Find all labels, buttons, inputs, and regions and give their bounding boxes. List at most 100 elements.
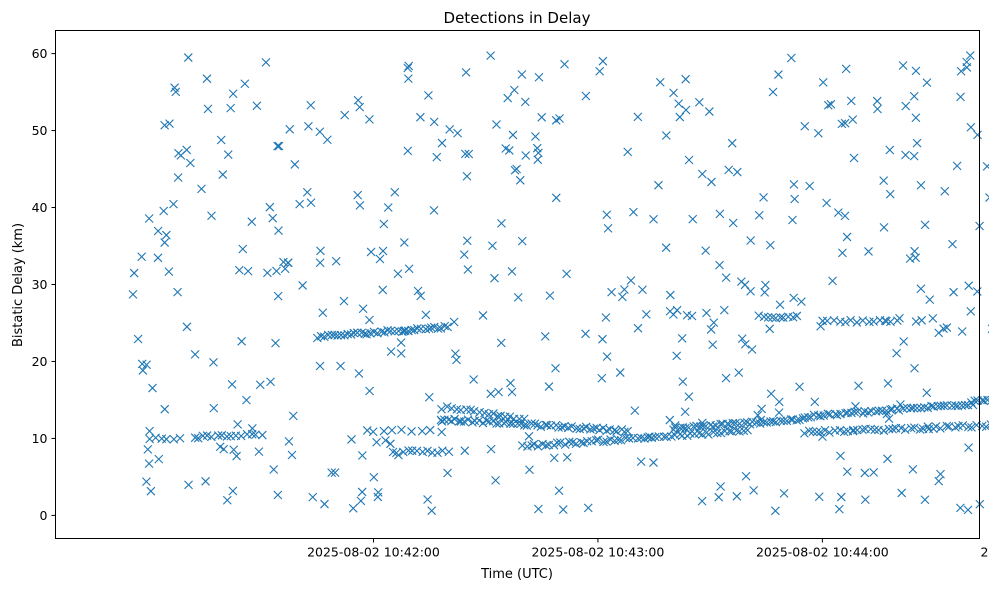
data-point	[488, 409, 498, 418]
data-point	[814, 128, 823, 138]
data-point	[407, 427, 416, 436]
data-point	[963, 422, 973, 432]
data-point	[460, 149, 470, 159]
data-point	[148, 383, 157, 393]
data-point	[424, 91, 433, 100]
data-point	[623, 426, 633, 436]
data-point	[880, 316, 890, 325]
data-point	[562, 269, 571, 279]
data-point	[916, 284, 926, 294]
data-point	[393, 269, 403, 279]
data-point	[456, 417, 466, 426]
data-point	[162, 434, 171, 444]
data-point	[215, 442, 225, 452]
data-point	[792, 415, 802, 425]
data-point	[909, 151, 919, 161]
data-point	[818, 316, 828, 326]
data-point	[765, 324, 775, 334]
data-point	[894, 406, 904, 415]
data-point	[633, 434, 643, 443]
data-point	[602, 426, 612, 436]
data-point	[951, 401, 960, 410]
data-point	[173, 173, 183, 182]
data-point	[233, 419, 243, 429]
data-point	[209, 357, 218, 367]
data-point	[597, 373, 607, 383]
data-point	[184, 480, 193, 490]
data-point	[417, 426, 427, 436]
data-point	[353, 190, 363, 200]
data-point	[540, 332, 550, 341]
data-point	[886, 317, 895, 327]
data-point	[692, 421, 701, 431]
data-point	[808, 427, 818, 436]
data-point	[533, 441, 543, 451]
x-tick-label: 2025-08-02 10:42:00	[307, 545, 440, 560]
data-point	[776, 313, 785, 322]
data-point	[316, 331, 326, 341]
data-point	[513, 292, 523, 302]
data-point	[828, 276, 837, 286]
data-point	[352, 328, 362, 338]
data-markers	[128, 51, 989, 516]
data-point	[964, 281, 974, 291]
data-point	[443, 468, 452, 478]
data-point	[290, 160, 300, 169]
data-point	[533, 155, 543, 165]
data-point	[182, 145, 192, 155]
data-point	[621, 433, 631, 443]
data-point	[390, 187, 400, 197]
data-point	[207, 211, 216, 221]
data-point	[962, 63, 972, 72]
data-point	[396, 338, 406, 347]
data-point	[719, 305, 729, 315]
data-point	[469, 375, 479, 384]
data-point	[444, 447, 454, 457]
data-point	[478, 311, 488, 320]
data-point	[931, 422, 941, 431]
data-point	[818, 78, 828, 87]
data-point	[822, 198, 831, 208]
data-point	[623, 147, 633, 157]
data-point	[681, 74, 691, 84]
data-point	[283, 258, 293, 268]
data-point	[874, 406, 884, 416]
data-point	[358, 304, 368, 314]
data-point	[491, 475, 500, 485]
data-point	[541, 441, 551, 450]
data-point	[541, 420, 551, 430]
data-point	[323, 330, 333, 340]
data-point	[869, 468, 879, 477]
data-point	[567, 422, 577, 431]
data-point	[433, 324, 443, 334]
x-tick-label: 2025-08-02 10:44:00	[756, 545, 889, 560]
data-point	[684, 392, 694, 402]
data-point	[486, 444, 496, 454]
data-point	[169, 199, 178, 209]
data-point	[357, 328, 367, 338]
data-point	[524, 431, 534, 441]
data-point	[779, 416, 788, 426]
data-point	[798, 413, 808, 423]
data-point	[743, 425, 752, 435]
data-point	[252, 101, 262, 111]
data-point	[636, 433, 646, 443]
data-point	[636, 457, 646, 466]
data-point	[243, 266, 253, 276]
data-point	[424, 324, 434, 334]
data-point	[519, 414, 529, 424]
data-point	[412, 324, 422, 333]
data-point	[486, 389, 496, 399]
data-point	[183, 53, 193, 62]
data-point	[846, 96, 856, 106]
data-point	[607, 287, 616, 297]
data-point	[697, 169, 707, 179]
data-point	[530, 419, 540, 429]
data-point	[378, 285, 388, 295]
data-point	[716, 419, 726, 429]
data-point	[795, 382, 804, 392]
data-point	[202, 74, 212, 84]
data-point	[908, 464, 918, 474]
data-point	[649, 214, 658, 224]
y-tick-label: 10	[32, 431, 48, 446]
